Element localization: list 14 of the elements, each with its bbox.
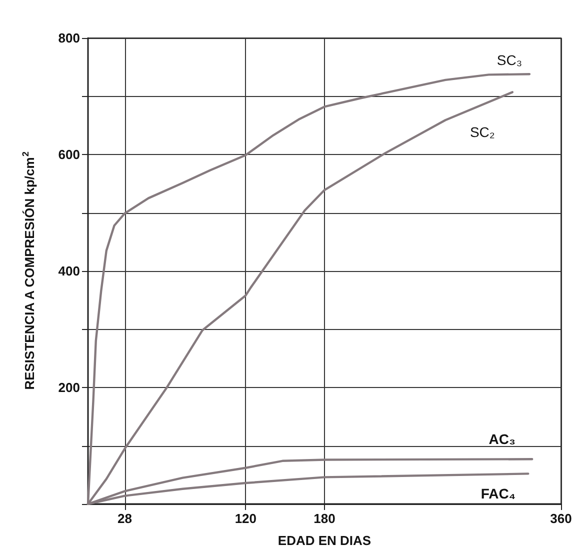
series-label: FAC₄ — [480, 486, 516, 502]
series-label: AC₃ — [488, 431, 516, 448]
x-tick-label: 360 — [550, 511, 572, 526]
x-tick-label: 28 — [118, 511, 132, 526]
y-tick-label: 800 — [58, 30, 80, 46]
series-label: SC₃ — [496, 52, 522, 68]
x-tick-label: 120 — [234, 511, 257, 526]
x-tick-label: 180 — [314, 511, 336, 526]
y-tick-label: 200 — [58, 380, 80, 395]
y-axis-title: RESISTENCIA A COMPRESIÓN kp/cm2 — [20, 151, 37, 390]
y-tick-label: 600 — [58, 147, 80, 162]
x-axis-title: EDAD EN DIAS — [278, 533, 372, 548]
series-label: SC₂ — [470, 124, 495, 140]
y-tick-label: 400 — [58, 264, 80, 278]
